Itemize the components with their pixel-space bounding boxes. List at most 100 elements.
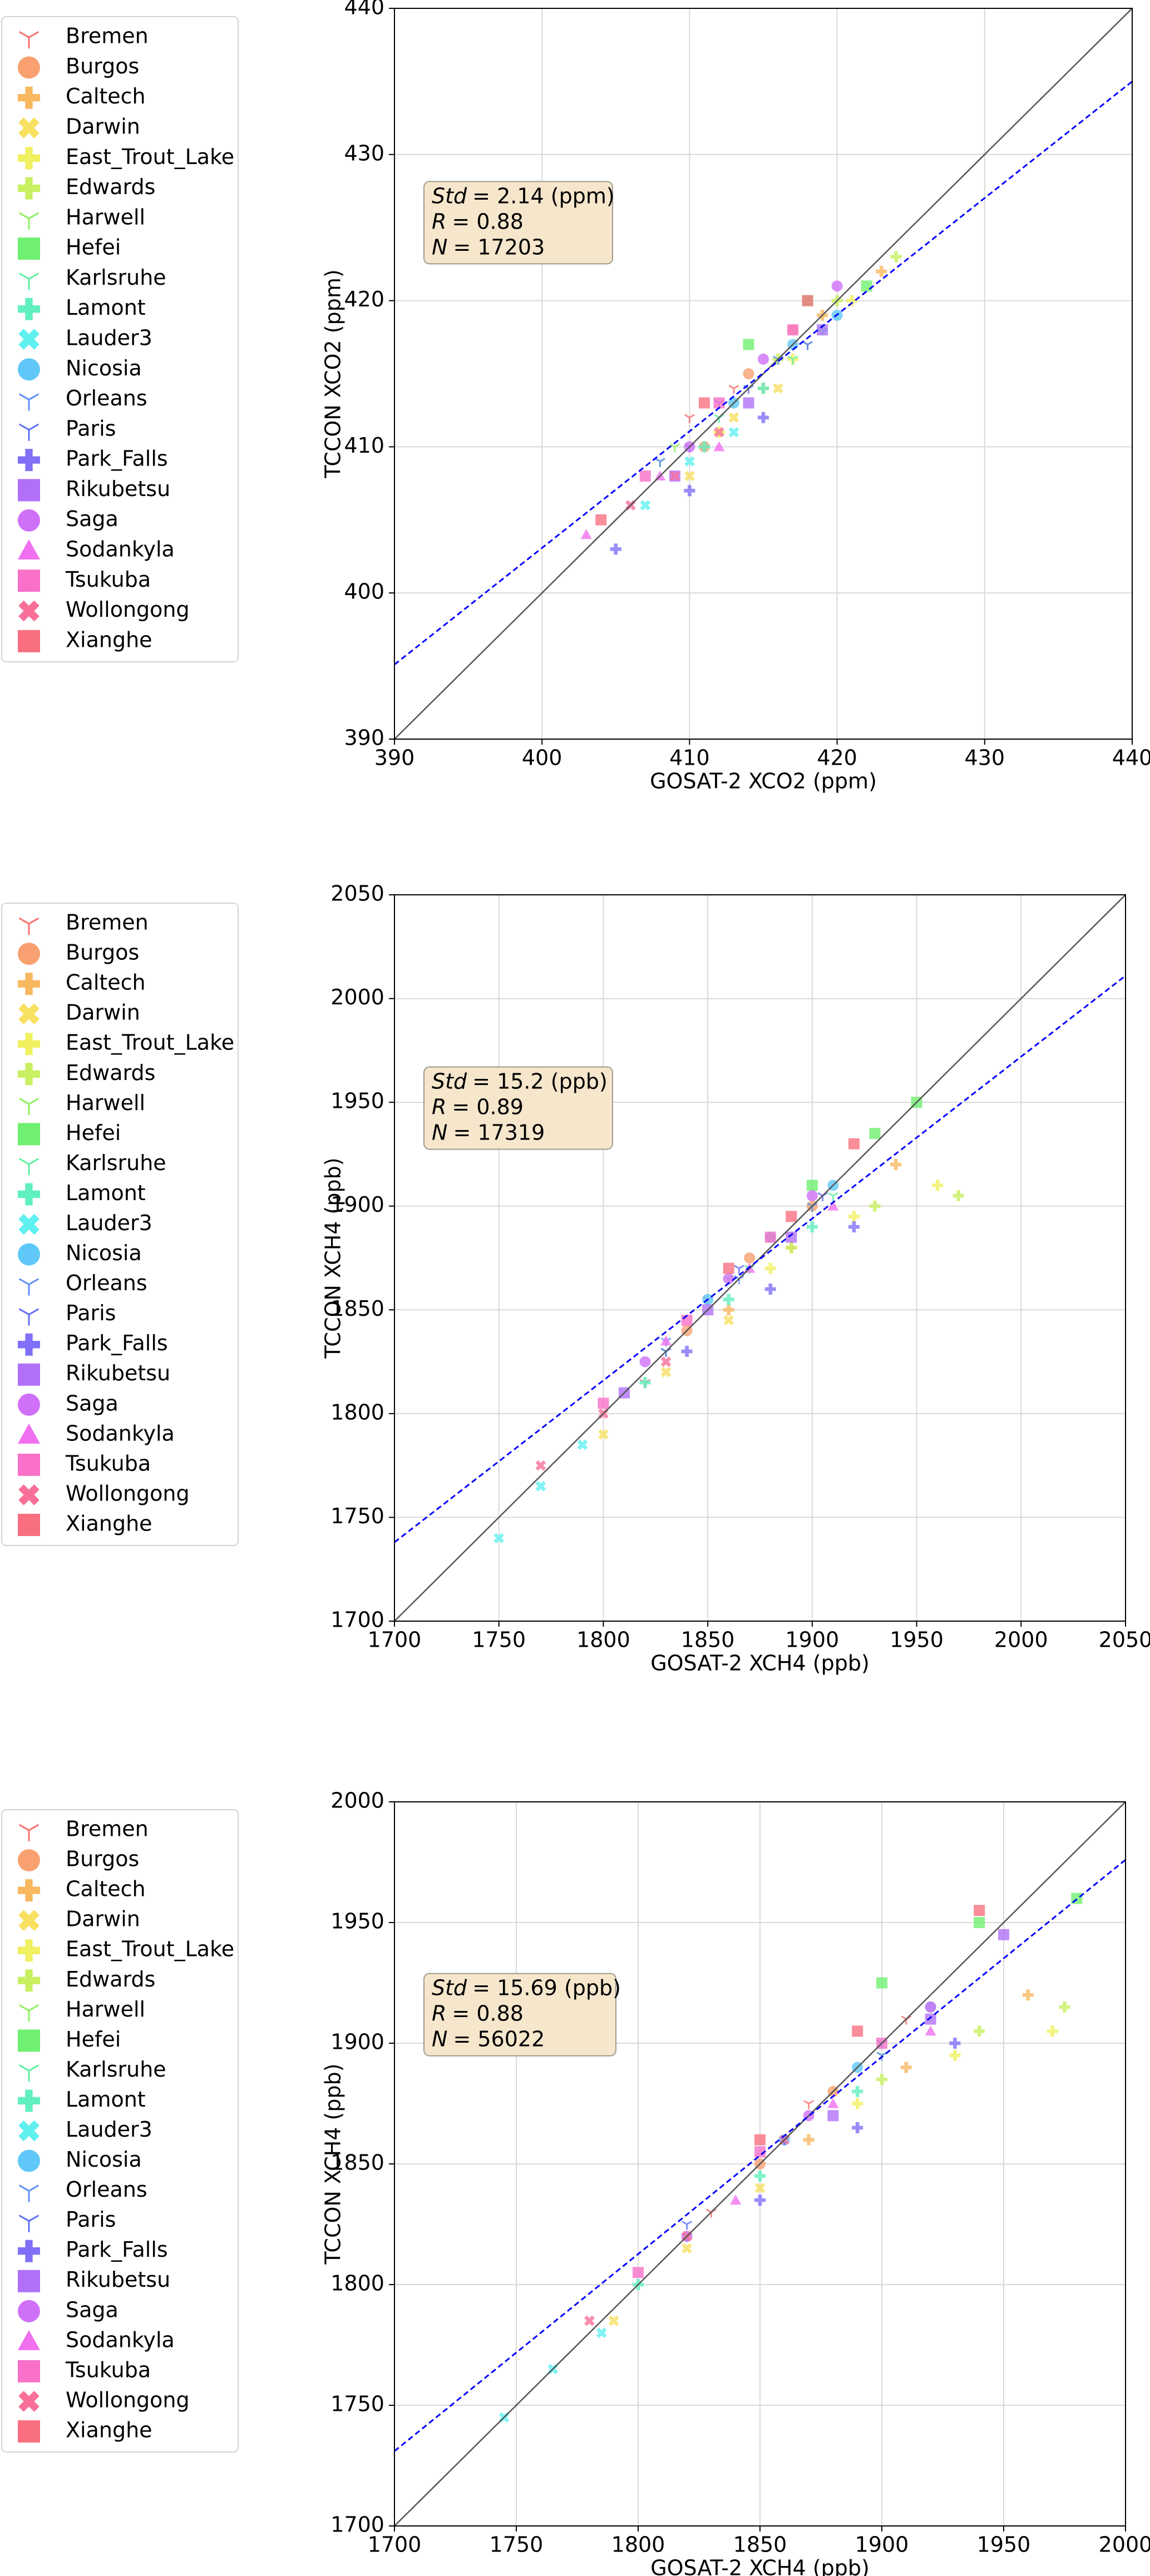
data-point: [925, 2013, 936, 2025]
legend-marker: [18, 1879, 40, 1902]
legend-marker: [18, 2420, 40, 2443]
legend-label: Orleans: [66, 386, 147, 410]
data-point: [684, 456, 695, 467]
legend-label: Edwards: [66, 175, 155, 199]
legend-marker: [18, 1123, 40, 1146]
legend-label: Harwell: [66, 1997, 145, 2022]
legend-marker: [18, 1513, 40, 1536]
points: [394, 8, 1132, 739]
data-point: [639, 1376, 651, 1388]
data-point: [974, 2025, 985, 2037]
x-tick-label: 2050: [1099, 1628, 1150, 1652]
legend-marker: [18, 2330, 40, 2350]
data-point: [802, 295, 813, 306]
data-point: [827, 1192, 838, 1202]
data-point: [802, 341, 813, 350]
identity-line: [394, 1802, 1126, 2526]
legend-label: Park_Falls: [66, 2237, 168, 2262]
data-point: [713, 441, 725, 452]
x-tick-label: 440: [1112, 746, 1150, 770]
data-point: [764, 1262, 776, 1274]
data-point: [787, 324, 799, 336]
legend-marker: [18, 1158, 40, 1176]
legend-marker: [18, 2300, 40, 2322]
legend-label: Park_Falls: [66, 1331, 168, 1355]
y-tick-label: 1900: [330, 2030, 384, 2054]
legend-marker: [18, 1063, 40, 1086]
legend-label: Sodankyla: [66, 2327, 175, 2352]
legend-marker: [18, 1824, 40, 1842]
data-point: [949, 2038, 961, 2049]
data-point: [660, 1335, 672, 1346]
stats-text: = 2.14 (ppm): [472, 184, 615, 208]
legend-label: Hefei: [66, 235, 121, 260]
legend-marker: [18, 2029, 40, 2052]
data-point: [949, 2049, 961, 2061]
data-point: [639, 470, 651, 482]
legend-label: Darwin: [66, 115, 140, 139]
stats-line: Std = 15.2 (ppb): [432, 1069, 608, 1093]
legend-label: Tsukuba: [65, 1451, 151, 1475]
y-tick-label: 1950: [330, 1089, 384, 1113]
data-point: [925, 2001, 936, 2013]
data-point: [577, 1439, 588, 1450]
data-point: [925, 2025, 936, 2036]
y-tick-label: 1850: [330, 2151, 384, 2175]
data-point: [876, 1977, 887, 1989]
x-tick-label: 430: [965, 746, 1005, 770]
stats-text: = 0.88: [452, 209, 524, 234]
legend-label: Nicosia: [66, 356, 142, 380]
data-point: [786, 1231, 797, 1243]
legend-marker: [18, 917, 40, 935]
legend-label: Saga: [66, 1391, 119, 1415]
legend-label: Karlsruhe: [66, 265, 166, 290]
legend-marker: [18, 539, 40, 559]
stats-symbol: N: [432, 235, 447, 259]
x-tick-label: 1800: [576, 1628, 630, 1652]
legend-marker: [18, 212, 40, 230]
legend-marker: [18, 630, 40, 652]
legend-marker: [18, 1939, 40, 1962]
legend-marker: [18, 31, 40, 49]
stats-symbol: Std: [432, 1069, 467, 1093]
legend-label: East_Trout_Lake: [66, 1937, 234, 1961]
data-point: [900, 2062, 912, 2073]
stats-text: = 17203: [453, 235, 545, 259]
data-point: [876, 2074, 887, 2085]
stats-symbol: N: [432, 2027, 447, 2051]
stats-line: Std = 15.69 (ppb): [432, 1975, 621, 2000]
data-point: [998, 1929, 1009, 1940]
data-point: [861, 280, 872, 292]
data-point: [714, 427, 724, 438]
legend-label: Rikubetsu: [66, 477, 170, 501]
y-axis-label: TCCON XCH4 (ppb): [321, 1157, 346, 1359]
x-tick-label: 400: [522, 746, 562, 770]
legend-marker: [18, 147, 40, 170]
data-point: [852, 2098, 863, 2109]
legend-marker: [18, 1969, 40, 1992]
data-point: [758, 353, 769, 365]
legend-label: Karlsruhe: [66, 2057, 166, 2082]
legend-label: Xianghe: [66, 1511, 152, 1535]
legend-marker: [18, 1849, 40, 1872]
data-point: [786, 1242, 797, 1254]
stats-line: R = 0.88: [432, 2001, 524, 2025]
legend-label: Nicosia: [66, 1241, 142, 1265]
legend-label: Caltech: [66, 1877, 146, 1901]
legend-label: Paris: [66, 2207, 116, 2232]
data-point: [684, 414, 695, 423]
data-point: [803, 2100, 815, 2109]
legend-label: Sodankyla: [66, 537, 175, 562]
x-tick-label: 1900: [785, 1628, 839, 1652]
data-point: [974, 1905, 985, 1916]
y-tick-label: 1750: [330, 1504, 384, 1528]
stats-text: = 17319: [453, 1120, 545, 1145]
legend-marker: [18, 2391, 40, 2412]
data-point: [598, 1429, 609, 1440]
legend-label: Darwin: [66, 1000, 140, 1025]
data-point: [723, 1273, 734, 1285]
data-point: [754, 2146, 766, 2158]
legend-marker: [18, 1308, 40, 1326]
legend-marker: [18, 449, 40, 472]
